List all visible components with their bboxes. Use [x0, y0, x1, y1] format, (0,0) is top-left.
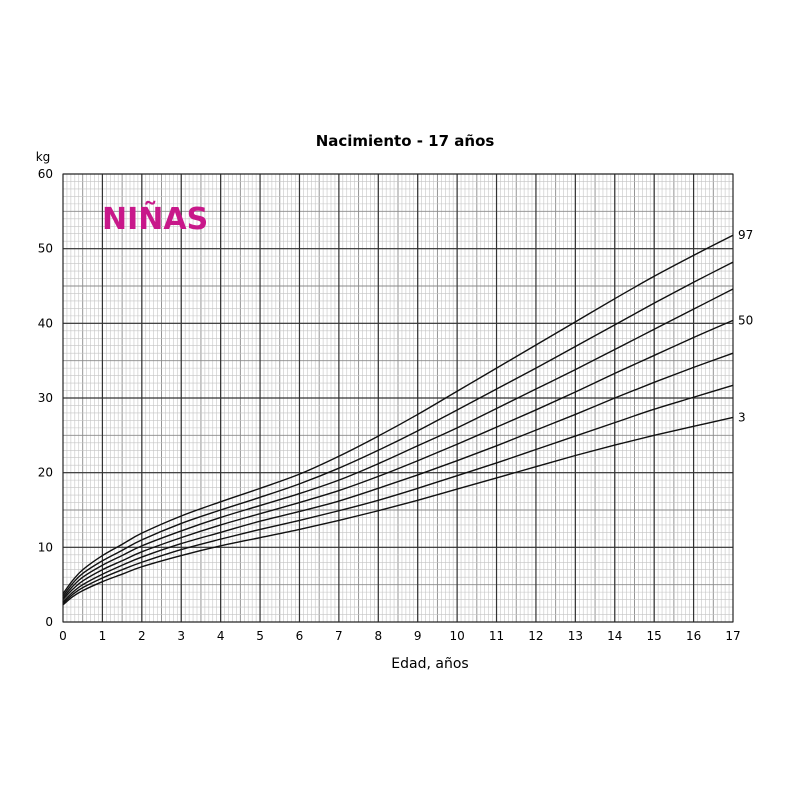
x-tick-label: 16 — [686, 629, 701, 643]
x-tick-label: 11 — [489, 629, 504, 643]
x-tick-label: 10 — [449, 629, 464, 643]
x-tick-label: 2 — [138, 629, 146, 643]
x-tick-label: 8 — [374, 629, 382, 643]
percentile-label: 97 — [738, 228, 753, 242]
x-tick-label: 5 — [256, 629, 264, 643]
percentile-label: 3 — [738, 410, 746, 424]
x-tick-label: 15 — [647, 629, 662, 643]
girls-badge: NIÑAS — [102, 200, 208, 237]
x-axis-label: Edad, años — [391, 656, 468, 672]
percentile-curve-3 — [62, 288, 734, 599]
percentile-labels: 97 50 3 — [738, 228, 753, 424]
percentile-curve-5 — [62, 352, 734, 603]
y-tick-label: 30 — [38, 391, 53, 405]
y-tick-label: 40 — [38, 316, 53, 330]
percentile-curves — [62, 234, 734, 606]
x-tick-label: 7 — [335, 629, 343, 643]
percentile-curve-1 — [62, 234, 734, 595]
plot-frame — [62, 173, 734, 623]
y-tick-label: 10 — [38, 540, 53, 554]
x-tick-label: 13 — [568, 629, 583, 643]
x-tick-label: 17 — [725, 629, 740, 643]
x-tick-label: 0 — [59, 629, 67, 643]
percentile-curve-6 — [62, 384, 734, 604]
x-tick-label: 4 — [217, 629, 225, 643]
chart-title: Nacimiento - 17 años — [316, 132, 495, 150]
percentile-label: 50 — [738, 313, 753, 327]
x-tick-label: 12 — [528, 629, 543, 643]
y-axis-unit: kg — [36, 150, 51, 164]
y-tick-label: 0 — [45, 615, 53, 629]
x-tick-label: 1 — [99, 629, 107, 643]
percentile-curve-2 — [62, 261, 734, 597]
y-tick-label: 60 — [38, 167, 53, 181]
y-tick-label: 50 — [38, 242, 53, 256]
y-tick-label: 20 — [38, 466, 53, 480]
percentile-curve-7 — [62, 416, 734, 606]
x-tick-label: 6 — [296, 629, 304, 643]
x-tick-label: 14 — [607, 629, 622, 643]
percentile-curve-4 — [62, 319, 734, 601]
x-tick-label: 3 — [177, 629, 185, 643]
x-tick-label: 9 — [414, 629, 422, 643]
